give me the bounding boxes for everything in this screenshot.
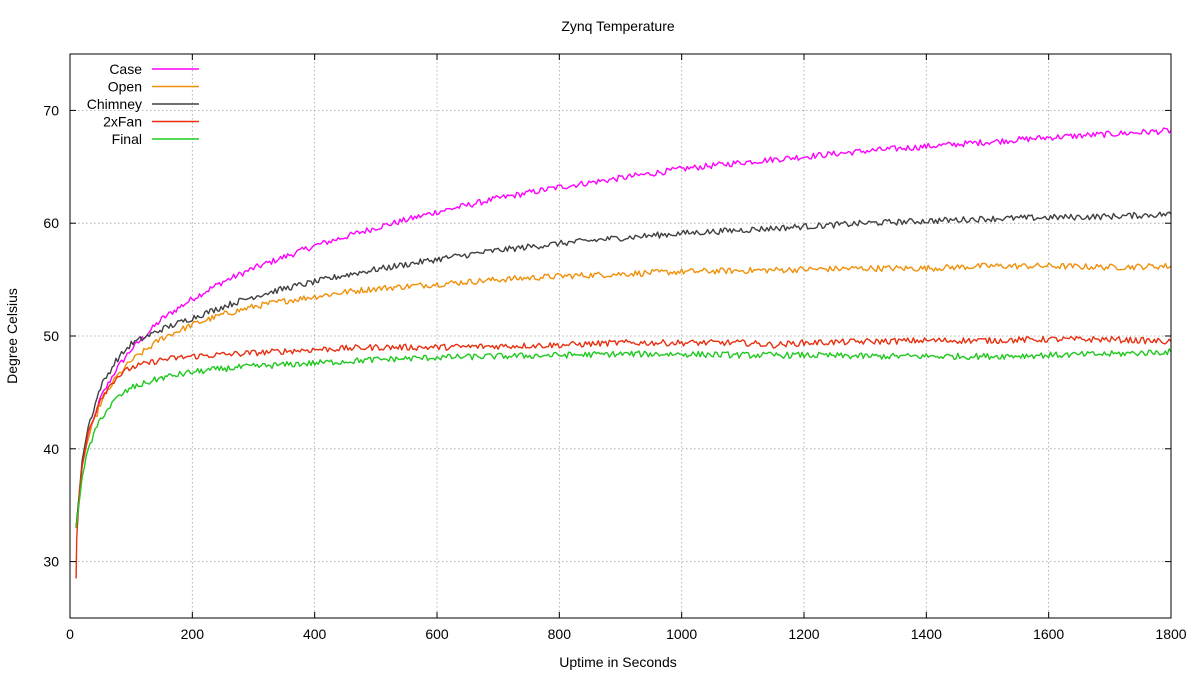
x-tick-label: 200: [181, 626, 205, 642]
legend-label: Case: [109, 61, 142, 77]
series-line-case: [75, 127, 1172, 528]
x-tick-label: 400: [303, 626, 327, 642]
x-axis-title: Uptime in Seconds: [559, 654, 677, 670]
chart-title: Zynq Temperature: [561, 18, 675, 34]
x-tick-label: 1000: [666, 626, 697, 642]
grid: [70, 54, 1171, 618]
x-tick-label: 1400: [911, 626, 942, 642]
series-layer: [75, 127, 1172, 579]
x-tick-label: 1600: [1033, 626, 1064, 642]
legend-label: Final: [112, 131, 142, 147]
y-tick-label: 40: [43, 441, 59, 457]
y-axis: 30 40 50 60 70: [43, 102, 1171, 570]
x-tick-label: 800: [548, 626, 572, 642]
series-line-chimney: [75, 211, 1172, 528]
x-tick-label: 1800: [1155, 626, 1186, 642]
series-line-open: [75, 262, 1172, 528]
y-tick-label: 50: [43, 328, 59, 344]
x-tick-label: 600: [425, 626, 449, 642]
y-tick-label: 30: [43, 554, 59, 570]
legend-label: Chimney: [87, 96, 142, 112]
x-tick-label: 1200: [788, 626, 819, 642]
x-axis: 0 200 400 600 800 1000 1200 1400 1600 1800: [66, 54, 1187, 642]
y-tick-label: 60: [43, 215, 59, 231]
y-axis-title: Degree Celsius: [4, 288, 20, 384]
series-line-2xfan: [75, 335, 1172, 579]
legend-label: Open: [108, 79, 142, 95]
y-tick-label: 70: [43, 102, 59, 118]
series-line-final: [75, 348, 1172, 528]
legend-label: 2xFan: [103, 114, 142, 130]
x-tick-label: 0: [66, 626, 74, 642]
